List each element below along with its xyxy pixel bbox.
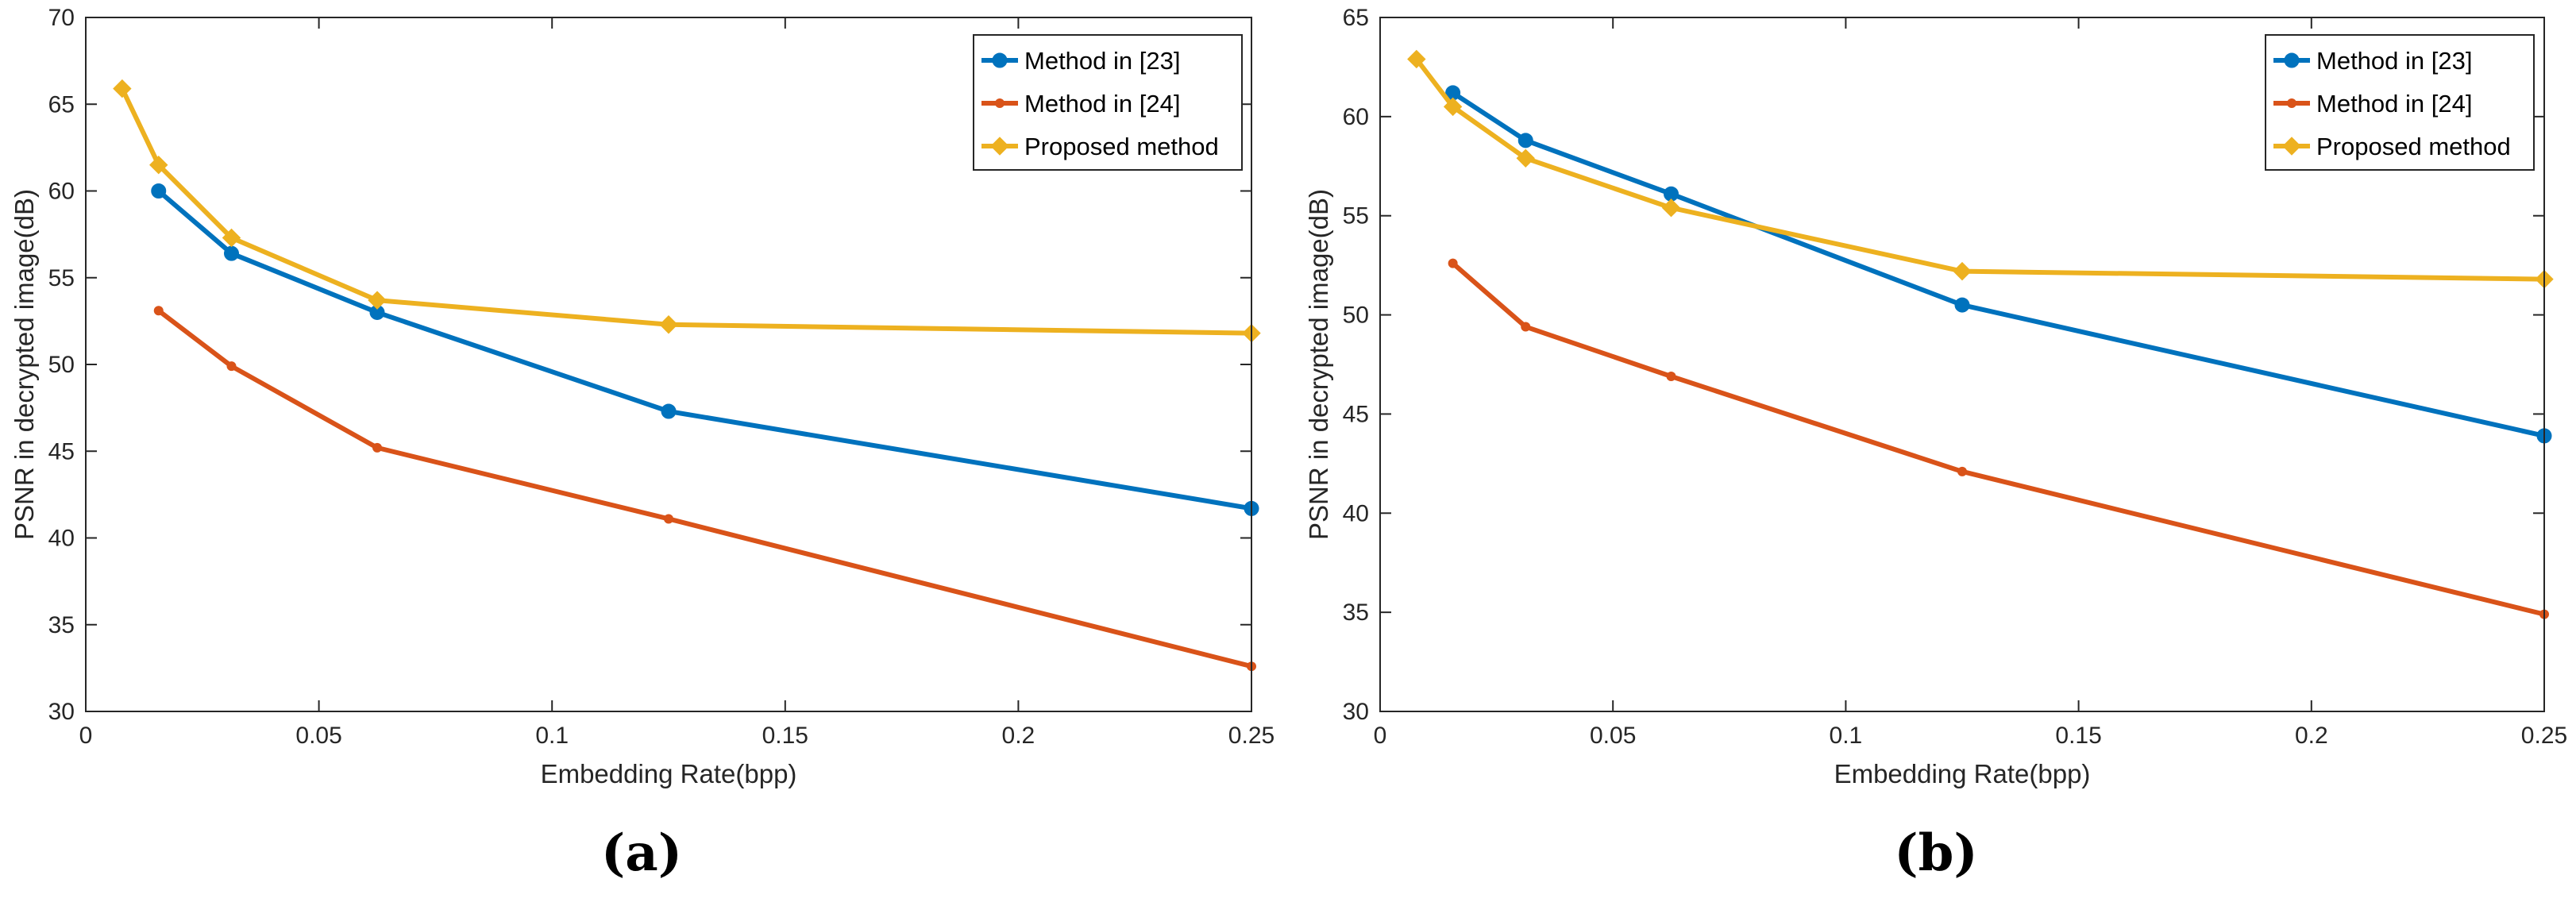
data-point: [372, 442, 382, 453]
y-tick-label: 45: [1343, 401, 1369, 427]
legend: Method in [23] Method in [24] Proposed met…: [973, 34, 1243, 171]
data-point: [661, 403, 677, 419]
y-tick-label: 40: [48, 526, 75, 552]
y-tick-label: 35: [1343, 599, 1369, 626]
legend-marker: [995, 98, 1005, 108]
data-point: [1666, 371, 1676, 381]
x-tick-label: 0: [79, 723, 93, 749]
x-tick-label: 0.05: [1590, 723, 1636, 749]
data-point: [659, 315, 678, 334]
x-tick-label: 0.25: [2521, 723, 2567, 749]
legend-item: Proposed method: [981, 133, 1219, 160]
x-tick-label: 0.1: [535, 723, 569, 749]
data-point: [1953, 261, 1972, 281]
data-point: [222, 228, 241, 248]
legend-marker: [2287, 98, 2296, 108]
data-point: [226, 361, 237, 372]
legend-label: Method in [23]: [2316, 47, 2472, 75]
x-axis-label: Embedding Rate(bpp): [1834, 759, 2091, 788]
x-tick-label: 0.15: [2055, 723, 2101, 749]
x-tick-label: 0.25: [1228, 723, 1275, 749]
panel-label: (a): [601, 823, 682, 883]
legend-box: [2265, 34, 2535, 171]
data-point: [1521, 322, 1531, 332]
y-tick-label: 65: [1343, 5, 1369, 31]
legend-item: Method in [24]: [981, 90, 1180, 118]
legend-label: Method in [24]: [1024, 90, 1180, 118]
data-point: [224, 245, 239, 261]
y-tick-label: 65: [48, 91, 75, 118]
panel-label: (b): [1894, 823, 1977, 883]
legend-item: Method in [24]: [2273, 90, 2472, 118]
x-axis-label: Embedding Rate(bpp): [541, 759, 797, 788]
x-tick-label: 0.15: [762, 723, 808, 749]
y-tick-label: 50: [48, 352, 75, 378]
legend-marker: [2284, 52, 2300, 68]
series-2: [1407, 49, 2554, 289]
y-tick-label: 60: [48, 179, 75, 205]
legend-item: Proposed method: [2273, 133, 2511, 160]
legend-marker: [2282, 137, 2301, 156]
legend-marker: [992, 52, 1008, 68]
chart-panel-a: 0 0.05 0.1 0.15 0.2 0.25 30 35 40 45 50 55 60 65 70 Emb…: [10, 5, 1275, 883]
data-point: [1448, 258, 1458, 268]
chart-panel-b: 0 0.05 0.1 0.15 0.2 0.25 30 35 40 45 50 55 60 65 Embed…: [1304, 5, 2567, 883]
axes-box: [85, 17, 1252, 712]
axes-box: [1379, 17, 2545, 712]
series-line: [1413, 56, 2547, 282]
x-tick-label: 0: [1374, 723, 1387, 749]
data-point: [1516, 148, 1535, 168]
y-tick-label: 50: [1343, 303, 1369, 329]
data-point: [113, 79, 132, 98]
data-point: [153, 306, 164, 316]
y-tick-label: 40: [1343, 500, 1369, 526]
legend-label: Method in [23]: [1024, 47, 1180, 75]
series-2: [113, 79, 1261, 343]
series-0: [151, 183, 1259, 516]
data-point: [368, 291, 387, 310]
y-tick-label: 60: [1343, 104, 1369, 130]
y-tick-label: 30: [48, 699, 75, 725]
y-axis-label: PSNR in decrypted image(dB): [1304, 189, 1333, 540]
y-tick-label: 30: [1343, 699, 1369, 725]
y-tick-label: 55: [48, 265, 75, 291]
legend-box: [973, 34, 1243, 171]
legend: Method in [23] Method in [24] Proposed met…: [2265, 34, 2535, 171]
series-1: [153, 306, 1256, 672]
series-line: [119, 86, 1254, 336]
y-axis-label: PSNR in decrypted image(dB): [10, 189, 39, 540]
data-point: [151, 183, 167, 199]
data-point: [1954, 297, 1970, 313]
x-tick-label: 0.05: [295, 723, 341, 749]
x-tick-label: 0.2: [1002, 723, 1035, 749]
data-point: [1661, 199, 1681, 218]
data-point: [149, 156, 168, 175]
series-0: [1445, 85, 2552, 444]
series-1: [1448, 258, 2549, 619]
legend-label: Proposed method: [2316, 133, 2511, 160]
x-tick-label: 0.1: [1830, 723, 1863, 749]
data-point: [1957, 466, 1967, 476]
y-tick-label: 70: [48, 5, 75, 31]
legend-item: Method in [23]: [981, 47, 1180, 75]
legend-label: Method in [24]: [2316, 90, 2472, 118]
legend-label: Proposed method: [1024, 133, 1219, 160]
data-point: [1517, 133, 1533, 148]
y-tick-label: 55: [1343, 203, 1369, 229]
y-tick-label: 35: [48, 612, 75, 638]
legend-item: Method in [23]: [2273, 47, 2472, 75]
y-tick-label: 45: [48, 438, 75, 464]
data-point: [664, 514, 673, 524]
data-point: [1407, 49, 1426, 69]
legend-marker: [990, 137, 1009, 156]
x-tick-label: 0.2: [2295, 723, 2328, 749]
data-point: [1443, 97, 1463, 117]
